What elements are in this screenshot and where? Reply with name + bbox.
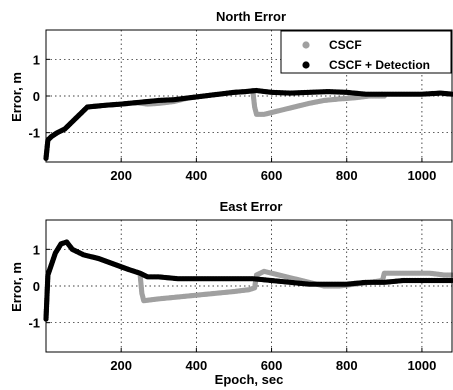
legend-label-detection: CSCF + Detection [329, 58, 430, 72]
subplot-title-north: North Error [216, 9, 286, 24]
y-tick-label: 0 [33, 89, 40, 104]
x-tick-label: 200 [110, 358, 132, 373]
subplot-north-error: North Error Error, m 200 400 600 800 1000 -1 0… [9, 9, 453, 183]
x-tick-label: 1000 [407, 168, 436, 183]
x-tick-label: 200 [110, 168, 132, 183]
subplot-east-error: East Error Error, m 200 400 600 800 1000 -1 0 1 [9, 199, 453, 373]
y-axis-label-east: Error, m [9, 262, 24, 312]
grid-east [46, 220, 452, 352]
axes-frame-north [45, 29, 453, 163]
y-tick-label: 1 [33, 52, 40, 67]
ticks-north: 200 400 600 800 1000 -1 0 1 [28, 52, 436, 183]
legend: CSCF CSCF + Detection [280, 30, 452, 74]
ticks-east: 200 400 600 800 1000 -1 0 1 [28, 242, 436, 373]
y-tick-label: -1 [28, 316, 40, 331]
subplot-title-east: East Error [220, 199, 283, 214]
y-tick-label: -1 [28, 126, 40, 141]
x-tick-label: 800 [336, 168, 358, 183]
x-axis-label: Epoch, sec [215, 372, 284, 387]
x-tick-label: 600 [261, 358, 283, 373]
y-tick-label: 1 [33, 242, 40, 257]
x-tick-label: 800 [336, 358, 358, 373]
x-tick-label: 400 [186, 168, 208, 183]
x-tick-label: 1000 [407, 358, 436, 373]
axes-frame-east [45, 219, 453, 353]
legend-marker-detection [302, 61, 310, 69]
marks-north [43, 87, 453, 161]
y-tick-label: 0 [33, 279, 40, 294]
legend-marker-cscf [302, 41, 310, 49]
y-axis-label-north: Error, m [9, 72, 24, 122]
legend-label-cscf: CSCF [329, 38, 362, 52]
x-tick-label: 600 [261, 168, 283, 183]
x-tick-label: 400 [186, 358, 208, 373]
marks-east [43, 239, 453, 322]
